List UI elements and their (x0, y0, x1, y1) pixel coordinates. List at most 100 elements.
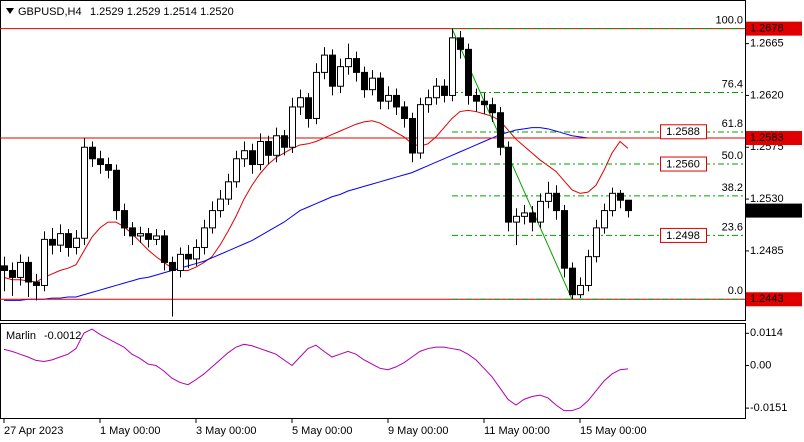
fibo-level-label: 100.0 (715, 15, 743, 27)
candle-body (217, 198, 224, 212)
moving-average (3, 109, 629, 283)
candle-body (505, 146, 512, 223)
y-tick-label: 1.2665 (750, 38, 784, 50)
candle-body (361, 71, 368, 91)
candle-body (337, 66, 344, 87)
fibo-level-label: 76.4 (722, 78, 743, 90)
candle-body (569, 267, 576, 296)
candle-body (169, 261, 176, 271)
candle-body (497, 112, 504, 148)
candle-body (401, 106, 408, 119)
candle-body (409, 117, 416, 154)
fibo-level-label: 38.2 (722, 182, 743, 194)
price-tag-label: 1.2583 (750, 132, 784, 144)
candle-body (489, 104, 496, 114)
candle-body (233, 158, 240, 183)
y-tick-label: 1.2620 (750, 89, 784, 101)
main-frame (0, 0, 746, 321)
candle-body (425, 97, 432, 106)
indicator-line (3, 328, 629, 412)
candle-body (289, 106, 296, 148)
fibo-level-label: 0.0 (728, 285, 743, 297)
x-tick-label: 5 May 00:00 (292, 425, 353, 437)
x-tick-label: 9 May 00:00 (388, 425, 449, 437)
candle-body (41, 238, 48, 286)
price-tag-label: 1.2678 (750, 23, 784, 35)
candle-body (89, 146, 96, 160)
candle-body (153, 235, 160, 240)
candle-body (161, 235, 168, 263)
price-label-box (660, 124, 707, 140)
price-tag-label: 1.2443 (750, 293, 784, 305)
indicator-title: Marlin (6, 330, 36, 342)
candle-body (273, 135, 280, 156)
candle-body (81, 146, 88, 239)
ohlc-header: 1.2529 1.2529 1.2514 1.2520 (90, 6, 234, 18)
candle-body (185, 253, 192, 260)
candle-body (513, 215, 520, 223)
price-tag (746, 292, 802, 307)
y-tick-label: 1.2530 (750, 193, 784, 205)
candle-body (65, 233, 72, 248)
candle-body (137, 233, 144, 237)
candle-body (553, 192, 560, 212)
candle-body (257, 140, 264, 166)
candle-body (265, 140, 272, 156)
candle-body (353, 58, 360, 73)
candle-body (601, 210, 608, 229)
candle-body (313, 71, 320, 119)
candle-body (577, 284, 584, 296)
price-label-box (660, 227, 707, 243)
candle-body (529, 212, 536, 223)
fibo-level-label: 23.6 (722, 221, 743, 233)
candle-body (449, 37, 456, 96)
last-price-tag (746, 203, 802, 218)
y-tick-label: 1.2485 (750, 245, 784, 257)
y-tick-label: -0.0151 (750, 402, 787, 414)
y-tick-label: 0.0114 (750, 327, 783, 339)
candle-body (305, 97, 312, 119)
candle-body (609, 192, 616, 212)
price-label: 1.2560 (666, 158, 700, 170)
candle-body (129, 227, 136, 237)
candle-body (537, 200, 544, 223)
candle-body (49, 238, 56, 246)
candle-body (241, 150, 248, 160)
menu-icon[interactable] (6, 8, 14, 14)
fibo-level-label: 50.0 (722, 150, 743, 162)
candle-body (145, 233, 152, 240)
candle-body (225, 181, 232, 200)
x-tick-label: 3 May 00:00 (196, 425, 257, 437)
candle-body (209, 210, 216, 229)
candle-body (33, 281, 40, 286)
candle-body (545, 192, 552, 202)
candle-body (177, 253, 184, 271)
candle-body (17, 261, 24, 278)
candle-body (481, 100, 488, 106)
candle-body (25, 261, 32, 283)
candle-body (73, 237, 80, 248)
candle-body (1, 265, 8, 271)
candle-body (393, 94, 400, 108)
candle-body (121, 210, 128, 229)
moving-average (4, 127, 628, 301)
candle-body (561, 210, 568, 269)
candle-body (345, 58, 352, 68)
candle-body (113, 169, 120, 212)
price-label-box (660, 156, 707, 172)
indicator-value: -0.0012 (44, 330, 81, 342)
candle-body (249, 150, 256, 166)
candle-body (193, 246, 200, 260)
candle-body (585, 256, 592, 286)
price-tag (746, 131, 802, 146)
candle-body (617, 192, 624, 201)
candle-body (97, 158, 104, 166)
candle-body (57, 233, 64, 246)
candle-body (321, 54, 328, 73)
fibo-level-label: 61.8 (722, 118, 743, 130)
candle-body (441, 85, 448, 96)
x-tick-label: 27 Apr 2023 (4, 425, 63, 437)
x-tick-label: 1 May 00:00 (100, 425, 161, 437)
